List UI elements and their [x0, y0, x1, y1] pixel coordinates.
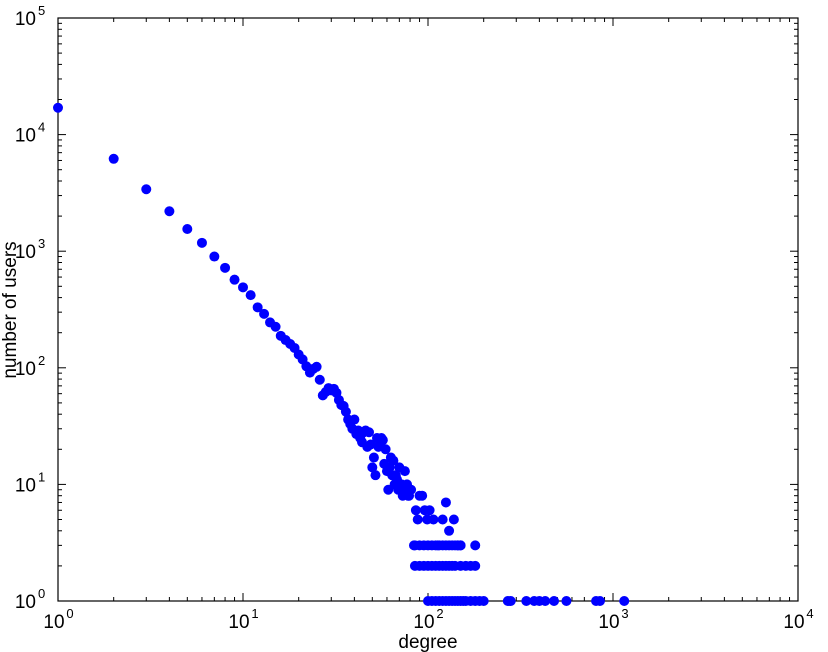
- data-point: [368, 452, 379, 463]
- data-point: [377, 435, 388, 446]
- data-point: [521, 596, 532, 606]
- data-point: [365, 439, 376, 450]
- data-point: [455, 540, 466, 551]
- y-tick-label: 10: [15, 126, 36, 147]
- data-point: [424, 505, 435, 516]
- y-tick-label: 10: [15, 475, 36, 496]
- x-tick-label: 10: [413, 612, 434, 633]
- data-point: [370, 470, 381, 481]
- x-tick-label-exponent: 4: [806, 606, 813, 621]
- data-point: [540, 596, 551, 606]
- data-point: [364, 427, 375, 438]
- x-tick-label-exponent: 3: [621, 606, 628, 621]
- y-tick-label-exponent: 0: [38, 586, 45, 601]
- data-point: [270, 321, 281, 332]
- data-point: [470, 560, 481, 571]
- y-tick-label-exponent: 3: [38, 236, 45, 251]
- y-tick-label-exponent: 2: [38, 353, 45, 368]
- data-point: [209, 251, 220, 262]
- y-tick-label: 10: [15, 242, 36, 263]
- plot-area: [57, 17, 799, 602]
- x-tick-label-exponent: 1: [251, 606, 258, 621]
- data-point: [311, 361, 322, 372]
- data-point: [440, 497, 451, 508]
- data-point: [314, 374, 325, 385]
- data-point: [182, 224, 193, 235]
- x-tick-label: 10: [783, 612, 804, 633]
- data-point: [437, 514, 448, 525]
- data-points: [53, 102, 630, 606]
- data-point: [410, 505, 421, 516]
- data-point: [470, 540, 481, 551]
- data-point: [619, 596, 630, 606]
- data-point: [196, 237, 207, 248]
- data-point: [428, 514, 439, 525]
- data-point: [388, 455, 399, 466]
- x-tick-label-exponent: 2: [436, 606, 443, 621]
- data-point: [380, 444, 391, 455]
- y-tick-label: 10: [15, 359, 36, 380]
- x-tick-label-exponent: 0: [66, 606, 73, 621]
- x-tick-label: 10: [228, 612, 249, 633]
- data-point: [259, 308, 270, 319]
- y-axis-label: number of users: [0, 241, 21, 378]
- data-point: [561, 596, 572, 606]
- data-point: [238, 282, 248, 293]
- data-point: [478, 596, 489, 606]
- x-tick-labels: 10 0 10 1 10 2 10 3 10 4: [43, 606, 813, 633]
- data-point: [164, 206, 175, 217]
- y-tick-label: 10: [15, 9, 36, 30]
- data-point: [412, 514, 423, 525]
- minor-ticks: [58, 18, 798, 601]
- data-point: [349, 414, 360, 425]
- x-axis-label: degree: [398, 632, 457, 652]
- y-tick-label-exponent: 1: [38, 469, 45, 484]
- data-point: [549, 596, 560, 606]
- data-point: [108, 153, 119, 164]
- data-point: [141, 184, 152, 195]
- data-point: [367, 462, 378, 473]
- y-tick-label: 10: [15, 592, 36, 613]
- data-point: [220, 262, 231, 273]
- data-point: [252, 302, 263, 313]
- data-point: [53, 102, 63, 113]
- data-point: [340, 406, 351, 417]
- data-point: [245, 290, 256, 301]
- data-point: [448, 514, 459, 525]
- y-tick-label-exponent: 5: [38, 3, 45, 18]
- data-point: [444, 525, 455, 536]
- data-point: [406, 484, 417, 495]
- data-point: [505, 596, 516, 606]
- data-point: [229, 274, 240, 285]
- x-tick-label: 10: [43, 612, 64, 633]
- x-tick-label: 10: [598, 612, 619, 633]
- data-point: [417, 490, 428, 501]
- data-point: [399, 466, 410, 477]
- y-tick-label-exponent: 4: [38, 120, 45, 135]
- data-point: [594, 596, 605, 606]
